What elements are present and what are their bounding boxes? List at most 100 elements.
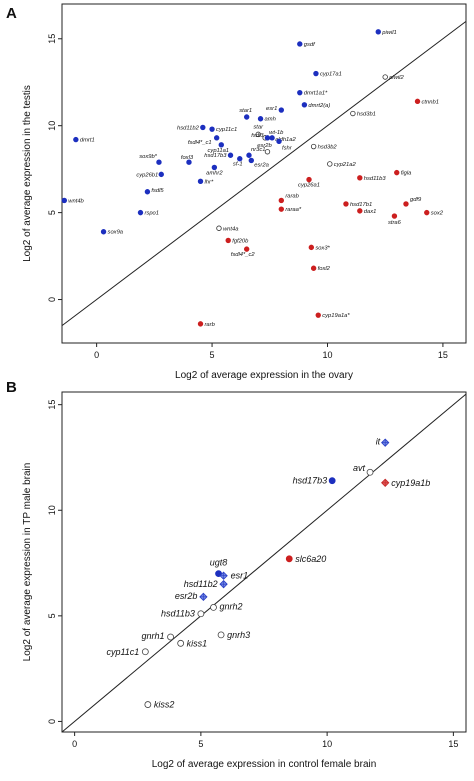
point-label: esr2b (257, 143, 272, 149)
data-point (243, 246, 250, 252)
data-point-cross (381, 439, 389, 447)
data-point-cross (220, 572, 228, 580)
data-point (186, 159, 192, 165)
point-label: cyp21a2 (334, 162, 357, 168)
point-label: hsd17b3 (293, 476, 328, 486)
y-tick-label: 5 (47, 210, 57, 215)
data-point (350, 110, 356, 117)
point-label: nr3c1 (251, 147, 266, 153)
point-label: avt (353, 463, 366, 473)
data-point (218, 142, 224, 148)
data-point (375, 29, 381, 35)
point-label: kiss1 (187, 638, 208, 648)
data-point (391, 213, 398, 219)
point-label: hsd11b3 (161, 609, 195, 619)
point-label: fshr (282, 145, 293, 151)
point-label: aldh1a2 (275, 137, 296, 143)
data-point (313, 70, 319, 77)
point-label: stra6 (388, 220, 402, 226)
data-point (278, 107, 285, 113)
x-tick-label: 5 (210, 350, 215, 360)
data-point (209, 126, 215, 132)
point-label: cyp17a1 (320, 72, 342, 78)
data-point (278, 197, 285, 204)
x-tick-label: 10 (322, 739, 332, 749)
data-point (308, 244, 315, 251)
x-tick-label: 15 (438, 350, 448, 360)
point-label: foxl2 (318, 266, 331, 272)
data-point (343, 201, 349, 207)
point-label: cyp11c1 (216, 127, 237, 133)
x-tick-label: 15 (448, 739, 458, 749)
y-tick-label: 15 (47, 400, 57, 410)
data-point (328, 477, 336, 485)
data-point (213, 135, 220, 141)
point-label: esr1 (231, 571, 249, 581)
point-label: kiss2 (154, 700, 175, 710)
data-point (197, 321, 204, 327)
point-label: sox9b* (139, 154, 157, 160)
data-point (61, 197, 68, 204)
point-label: cyp19a1b (391, 478, 430, 488)
data-point (366, 468, 374, 476)
point-label: cyp11a1 (208, 148, 230, 154)
point-label: lhr* (205, 179, 214, 185)
x-tick-label: 5 (198, 739, 203, 749)
point-label: it (376, 437, 381, 447)
point-label: hsd17b3 (204, 153, 227, 159)
data-point (246, 152, 252, 158)
point-label: fsdl3 (251, 133, 264, 139)
data-point (248, 157, 255, 164)
y-tick-label: 15 (47, 34, 57, 44)
data-point (357, 175, 363, 181)
point-label: foxl3 (181, 155, 194, 161)
point-label: sf-1 (233, 162, 243, 168)
data-point (357, 208, 363, 214)
point-label: fsdl4*_c2 (231, 252, 256, 258)
data-point (424, 209, 430, 216)
data-point (100, 229, 107, 235)
y-tick-label: 5 (47, 613, 57, 618)
data-point (141, 648, 149, 656)
y-tick-label: 0 (47, 297, 57, 302)
point-label: slc6a20 (295, 554, 326, 564)
data-point (394, 169, 400, 176)
data-point (306, 176, 312, 183)
point-label: rarab (285, 193, 299, 199)
point-label: fsdl5 (151, 188, 164, 194)
point-label: star1 (239, 108, 252, 114)
point-label: raraa* (285, 207, 302, 213)
data-point (310, 143, 317, 150)
data-point (310, 265, 317, 271)
data-point (210, 604, 217, 611)
data-point (225, 237, 231, 244)
point-label: cyp26b1 (136, 172, 158, 178)
point-label: hsd11b2 (177, 125, 200, 131)
data-point (200, 124, 206, 131)
point-label: hsd3b2 (318, 145, 338, 151)
data-point (243, 114, 250, 120)
x-axis-label: Log2 of average expression in control fe… (152, 759, 377, 770)
point-label: fgf20b (232, 238, 249, 244)
point-label: rspo1 (144, 211, 159, 217)
data-point (269, 135, 275, 141)
point-label: figla (401, 171, 412, 177)
point-label: cyp19a1a* (322, 313, 350, 319)
x-tick-label: 10 (322, 350, 332, 360)
data-point (257, 116, 264, 122)
data-point (158, 171, 164, 178)
point-label: amh (265, 117, 276, 123)
point-label: cyp26a1 (298, 183, 320, 189)
identity-line (61, 20, 467, 327)
panel-a: A 0 5 10 15 0 5 10 15 Log2 of average expression… (6, 3, 467, 381)
point-label: sox9a (108, 230, 124, 236)
point-label: dmrt1 (80, 138, 95, 144)
data-point (144, 189, 151, 195)
data-point (297, 41, 303, 47)
data-point (255, 131, 261, 138)
data-point-cross (199, 593, 207, 601)
point-label: esr1 (266, 106, 277, 112)
y-tick-label: 0 (47, 719, 57, 724)
point-label: wnt4a (223, 226, 239, 232)
